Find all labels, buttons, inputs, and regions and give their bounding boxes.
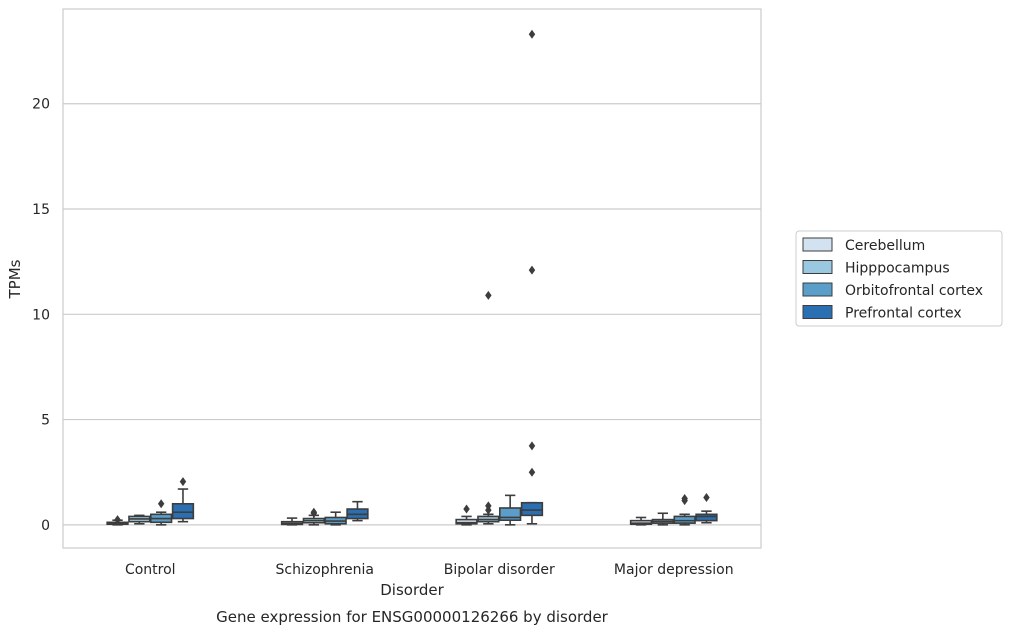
legend-label-cerebellum: Cerebellum	[845, 238, 925, 254]
legend-frame	[795, 230, 1003, 327]
outlier-point	[485, 501, 492, 511]
outlier-point	[157, 499, 165, 509]
plot-frame	[62, 8, 762, 549]
box-cerebellum-schizophrenia	[280, 517, 304, 526]
x-tick-label: Major depression	[614, 562, 734, 578]
x-tick-label: Control	[125, 562, 176, 578]
legend-swatch-cerebellum	[802, 237, 833, 252]
y-axis-label: TPMs	[6, 259, 24, 299]
legend-label-hipppocampus: Hipppocampus	[845, 261, 950, 277]
y-tick-labels: 0 5 10 15 20	[32, 97, 50, 534]
outlier-point	[681, 494, 688, 504]
grid-lines	[63, 103, 761, 526]
y-tick-label: 0	[41, 518, 50, 534]
box-prefrontal-cortex-bipolar-disorder	[520, 29, 544, 525]
box-prefrontal-cortex-schizophrenia	[346, 500, 369, 522]
y-tick-label: 5	[41, 413, 50, 429]
legend-swatch-prefrontal-cortex	[802, 305, 833, 319]
x-axis-label: Disorder	[380, 581, 444, 599]
box-body	[520, 501, 544, 517]
box-prefrontal-cortex-control	[171, 477, 195, 523]
x-tick-label: Schizophrenia	[276, 562, 374, 578]
outlier-point	[310, 507, 318, 517]
box-body	[695, 513, 718, 522]
legend: Cerebellum Hipppocampus Orbitofrontal cort…	[795, 230, 1003, 327]
box-plots	[106, 29, 718, 526]
box-cerebellum-bipolar-disorder	[455, 504, 478, 526]
box-cerebellum-major-depression	[629, 516, 653, 526]
box-orbitofrontal-cortex-schizophrenia	[324, 511, 347, 526]
outlier-point	[528, 29, 536, 39]
box-orbitofrontal-cortex-bipolar-disorder	[498, 494, 522, 526]
legend-swatch-hipppocampus	[802, 260, 833, 274]
box-orbitofrontal-cortex-control	[149, 499, 173, 526]
outlier-point	[528, 441, 536, 451]
outlier-point	[485, 290, 492, 300]
box-cerebellum-control	[106, 515, 129, 526]
legend-swatch-orbitofrontal-cortex	[802, 282, 833, 297]
outlier-point	[463, 504, 470, 514]
figure-caption: Gene expression for ENSG00000126266 by d…	[216, 608, 609, 626]
legend-label-orbitofrontal-cortex: Orbitofrontal cortex	[845, 283, 983, 299]
x-tick-label: Bipolar disorder	[444, 562, 555, 578]
x-tick-labels: Control Schizophrenia Bipolar disorder Majo…	[125, 562, 734, 578]
box-hipppocampus-schizophrenia	[302, 507, 326, 526]
legend-items: Cerebellum Hipppocampus Orbitofrontal cort…	[802, 237, 983, 322]
box-body	[498, 507, 522, 522]
y-tick-label: 15	[32, 202, 50, 218]
box-body	[171, 502, 195, 520]
outlier-point	[179, 477, 187, 487]
box-hipppocampus-major-depression	[651, 512, 675, 526]
legend-label-prefrontal-cortex: Prefrontal cortex	[845, 306, 962, 322]
y-tick-label: 20	[32, 97, 50, 113]
box-hipppocampus-bipolar-disorder	[477, 290, 500, 525]
box-body	[673, 515, 696, 524]
box-orbitofrontal-cortex-major-depression	[673, 494, 696, 526]
outlier-point	[703, 492, 710, 502]
y-tick-label: 10	[32, 307, 50, 323]
outlier-point	[528, 265, 536, 275]
box-prefrontal-cortex-major-depression	[695, 492, 718, 524]
box-hipppocampus-control	[128, 514, 151, 525]
outlier-point	[528, 467, 536, 477]
outlier-point	[114, 515, 121, 525]
box-body	[455, 518, 478, 525]
